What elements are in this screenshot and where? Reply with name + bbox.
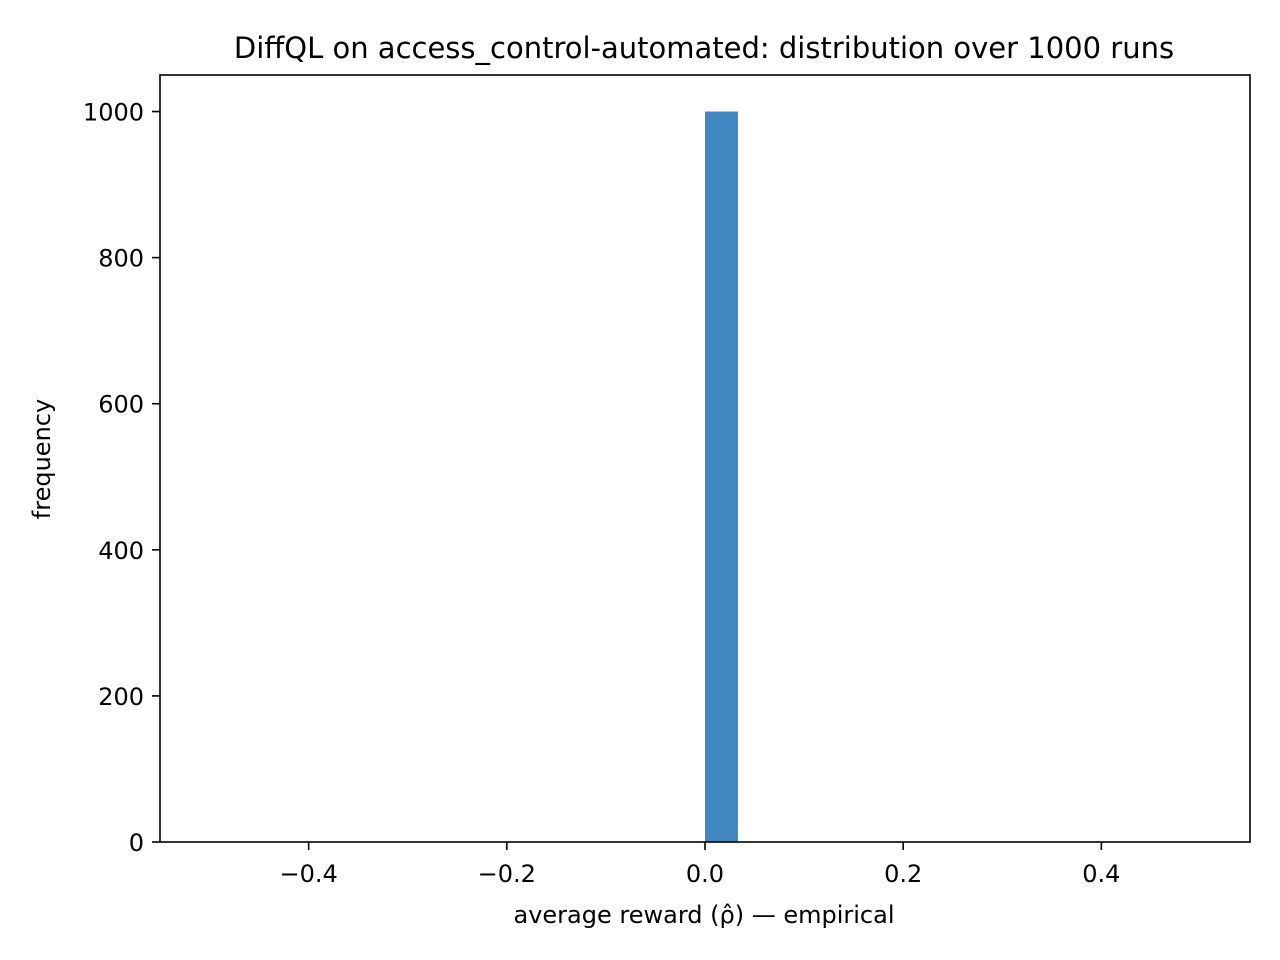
- bars-layer: [705, 111, 738, 843]
- y-tick-label-2: 400: [98, 537, 144, 565]
- histogram-bar-0: [705, 111, 738, 843]
- x-axis-label: average reward (ρ̂) — empirical: [514, 901, 895, 929]
- y-axis-label: frequency: [28, 399, 56, 519]
- x-tick-label-3: 0.2: [884, 860, 922, 888]
- y-tick-label-1: 200: [98, 683, 144, 711]
- x-tick-label-0: −0.4: [279, 860, 337, 888]
- chart-title: DiffQL on access_control-automated: dist…: [234, 31, 1174, 65]
- x-tick-label-1: −0.2: [478, 860, 536, 888]
- y-tick-label-5: 1000: [83, 99, 144, 127]
- x-tick-label-4: 0.4: [1082, 860, 1120, 888]
- x-tick-label-2: 0.0: [686, 860, 724, 888]
- y-tick-label-4: 800: [98, 245, 144, 273]
- y-tick-label-3: 600: [98, 391, 144, 419]
- y-tick-label-0: 0: [129, 829, 144, 857]
- y-axis-ticks: 0 200 400 600 800 1000: [83, 99, 160, 857]
- x-axis-ticks: −0.4 −0.2 0.0 0.2 0.4: [279, 842, 1120, 888]
